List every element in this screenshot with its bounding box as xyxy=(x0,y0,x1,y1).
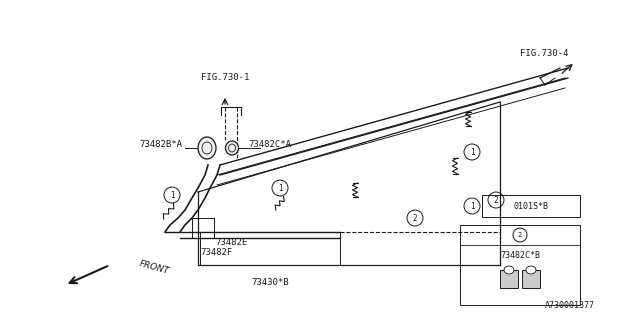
Text: 73482B*A: 73482B*A xyxy=(139,140,182,148)
Bar xyxy=(200,232,340,265)
Text: FIG.730-1: FIG.730-1 xyxy=(201,73,249,82)
Ellipse shape xyxy=(504,266,514,274)
Text: 73482E: 73482E xyxy=(215,238,247,247)
Text: 1: 1 xyxy=(470,148,474,156)
Bar xyxy=(482,195,580,217)
Text: 0101S*B: 0101S*B xyxy=(513,202,548,211)
Text: FRONT: FRONT xyxy=(138,260,170,276)
Bar xyxy=(460,225,580,305)
Text: 2: 2 xyxy=(518,232,522,238)
Text: 2: 2 xyxy=(413,213,417,222)
Ellipse shape xyxy=(198,137,216,159)
Bar xyxy=(500,270,518,288)
Text: 1: 1 xyxy=(470,202,474,211)
Text: 73430*B: 73430*B xyxy=(251,278,289,287)
Text: 1: 1 xyxy=(170,190,174,199)
Text: 73482F: 73482F xyxy=(200,248,232,257)
Ellipse shape xyxy=(225,141,239,155)
Text: 73482C*A: 73482C*A xyxy=(248,140,291,148)
Ellipse shape xyxy=(526,266,536,274)
Text: 2: 2 xyxy=(493,196,499,204)
Bar xyxy=(522,270,540,288)
Text: 1: 1 xyxy=(278,183,282,193)
Text: A730001377: A730001377 xyxy=(545,301,595,310)
Text: FIG.730-4: FIG.730-4 xyxy=(520,49,568,58)
Text: 73482C*B: 73482C*B xyxy=(500,251,540,260)
